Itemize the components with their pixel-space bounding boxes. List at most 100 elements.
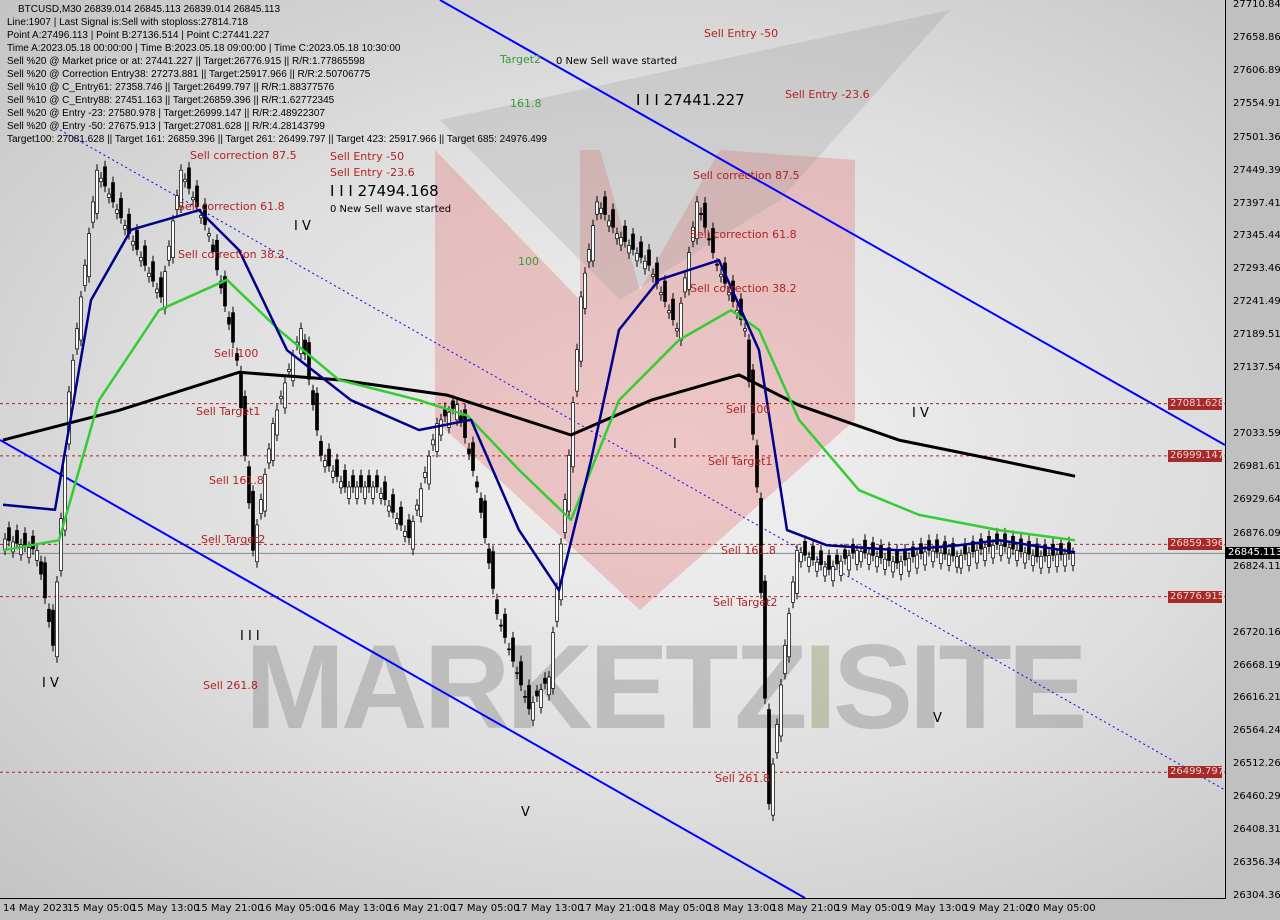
channel-mid-line: [59, 129, 1225, 791]
candle: [539, 689, 543, 708]
candle: [659, 292, 663, 296]
candle: [823, 566, 827, 577]
candle: [311, 390, 315, 405]
wave-v-label: V: [521, 805, 530, 820]
x-tick-label: 18 May 21:00: [771, 903, 840, 914]
candle: [951, 543, 955, 557]
candle: [435, 423, 439, 452]
candle: [887, 547, 891, 561]
level-price-tag: 26499.797: [1168, 766, 1225, 779]
wave-i-label: I: [673, 437, 677, 452]
candle: [895, 549, 899, 564]
candle: [375, 475, 379, 488]
candle: [259, 499, 263, 514]
candle: [591, 225, 595, 262]
candle: [939, 552, 943, 564]
candle: [615, 233, 619, 240]
candle: [483, 500, 487, 539]
candle: [623, 225, 627, 242]
y-tick-label: 26616.215: [1233, 692, 1280, 704]
y-tick-label: 26408.315: [1233, 824, 1280, 836]
channel-lower-line: [0, 439, 806, 898]
ann-new-wave-left: 0 New Sell wave started: [330, 204, 452, 215]
y-tick-label: 27345.440: [1233, 230, 1280, 242]
candle: [979, 538, 983, 550]
candle: [507, 648, 511, 651]
candle: [427, 455, 431, 485]
candle: [119, 198, 123, 219]
info-line: Time A:2023.05.18 00:00:00 | Time B:2023…: [7, 43, 401, 54]
logo-shape: [435, 150, 855, 610]
candle: [171, 220, 175, 259]
candle: [191, 197, 195, 201]
x-tick-label: 17 May 05:00: [451, 903, 520, 914]
candle: [39, 561, 43, 575]
y-tick-label: 27137.540: [1233, 362, 1280, 374]
candle: [475, 481, 479, 488]
candle: [1055, 554, 1059, 568]
candle: [187, 167, 191, 189]
candle: [779, 684, 783, 737]
x-tick-label: 15 May 13:00: [131, 903, 200, 914]
wave-iv-label-2: I V: [912, 406, 929, 421]
candle: [847, 555, 851, 571]
y-tick-label: 27606.890: [1233, 64, 1280, 76]
logo-triangle: [440, 10, 950, 300]
candle: [567, 454, 571, 512]
chart-plot-area[interactable]: MARKETZISITE BTCUSD,M30 26839.014 26845.…: [0, 0, 1226, 899]
candle: [179, 169, 183, 208]
channel-upper-line: [439, 0, 1225, 446]
y-tick-label: 27033.590: [1233, 428, 1280, 440]
ann-corr-382-left: Sell correction 38.2: [178, 248, 285, 261]
candle: [423, 472, 427, 478]
ann-fib-1618: 161.8: [510, 97, 542, 110]
candle: [215, 239, 219, 271]
candle: [975, 549, 979, 564]
info-line: Sell %20 @ Correction Entry38: 27273.881…: [7, 69, 371, 80]
candle: [87, 233, 91, 278]
candle: [103, 166, 107, 187]
candle: [163, 271, 167, 309]
x-tick-label: 16 May 21:00: [387, 903, 456, 914]
y-tick-label: 27554.915: [1233, 97, 1280, 109]
candle: [467, 448, 471, 455]
y-tick-label: 27501.365: [1233, 131, 1280, 143]
candle: [107, 193, 111, 198]
candle: [399, 506, 403, 526]
candle: [839, 560, 843, 576]
y-tick-label: 27658.865: [1233, 31, 1280, 43]
y-tick-label: 26356.340: [1233, 857, 1280, 869]
candle: [931, 550, 935, 563]
candle: [283, 382, 287, 409]
candle: [503, 613, 507, 638]
candle: [31, 535, 35, 550]
ma-mid-line: [2, 278, 1076, 552]
ann-corr-618-left: Sell correction 61.8: [178, 200, 285, 213]
candle: [959, 555, 963, 569]
x-tick-label: 19 May 21:00: [963, 903, 1032, 914]
ann-sell-1618: Sell 161.8: [721, 544, 776, 557]
candle: [335, 459, 339, 477]
candle: [1067, 542, 1071, 555]
wave-iv-label: I V: [294, 219, 311, 234]
candle: [831, 566, 835, 582]
ann-sell-100: Sell 100: [726, 403, 771, 416]
ann-sell-target2-left: Sell Target2: [201, 533, 266, 546]
y-tick-label: 27397.415: [1233, 197, 1280, 209]
candle: [355, 486, 359, 499]
ann-corr-875: Sell correction 87.5: [693, 169, 800, 182]
candle: [315, 392, 319, 431]
candle: [783, 645, 787, 674]
x-tick-label: 16 May 05:00: [259, 903, 328, 914]
candle: [771, 763, 775, 816]
candle: [211, 244, 215, 253]
y-tick-label: 26460.290: [1233, 791, 1280, 803]
x-tick-label: 18 May 05:00: [643, 903, 712, 914]
candle: [915, 554, 919, 569]
candle: [383, 481, 387, 501]
current-price-tag: 26845.113: [1226, 547, 1280, 560]
candle: [1047, 555, 1051, 568]
candle: [899, 561, 903, 575]
ann-point-c: I I I 27441.227: [636, 91, 745, 109]
candle: [247, 466, 251, 504]
